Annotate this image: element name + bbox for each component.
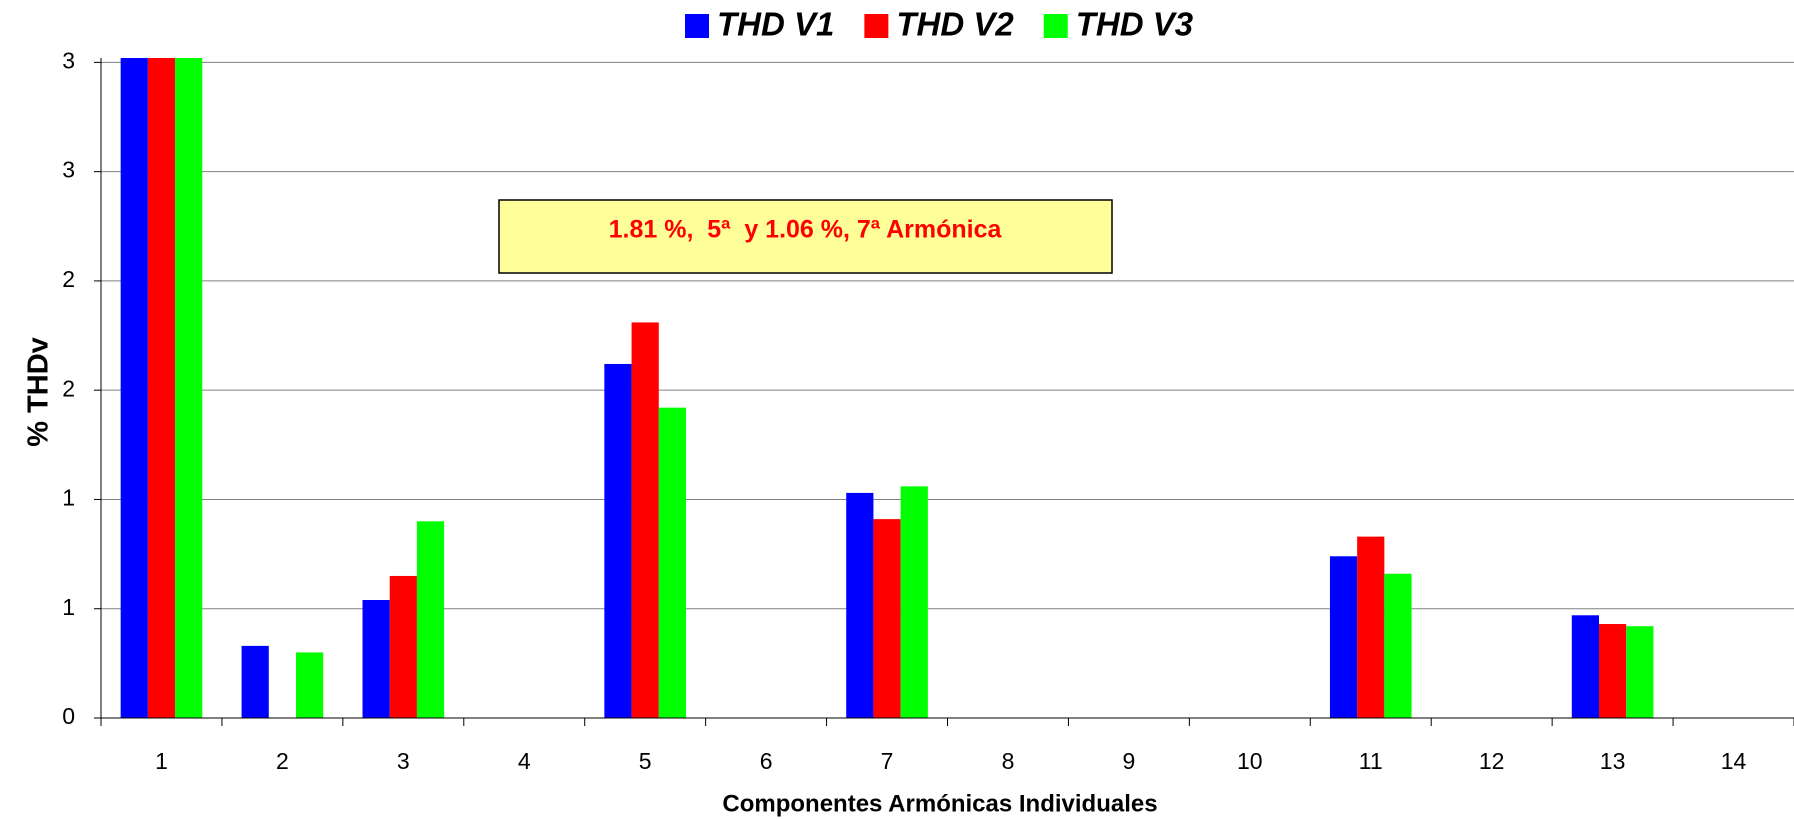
- legend-swatch: [864, 14, 889, 38]
- x-tick-label: 13: [1600, 748, 1626, 774]
- bar: [175, 58, 203, 718]
- legend-label: THD V2: [896, 6, 1014, 43]
- x-tick-label: 2: [276, 748, 289, 774]
- y-tick-label: 3: [62, 157, 75, 183]
- annotation: 1.81 %, 5ª y 1.06 %, 7ª Armónica: [609, 216, 1003, 244]
- x-tick-label: 7: [881, 748, 894, 774]
- bar: [389, 575, 417, 718]
- bar: [362, 599, 390, 718]
- bar: [1571, 615, 1600, 718]
- x-tick-label: 10: [1237, 748, 1263, 774]
- x-tick-label: 12: [1479, 748, 1505, 774]
- y-tick-label: 3: [62, 47, 75, 73]
- legend-swatch: [685, 14, 709, 38]
- x-tick-label: 11: [1359, 748, 1383, 774]
- x-axis-label: Componentes Armónicas Individuales: [722, 790, 1157, 817]
- bars: [120, 58, 1654, 718]
- bar: [295, 652, 324, 718]
- bar: [120, 58, 148, 718]
- bar: [873, 519, 901, 718]
- y-tick-label: 1: [62, 594, 75, 620]
- x-tick-label: 5: [639, 748, 652, 774]
- bar: [1599, 624, 1627, 718]
- x-tick-label: 4: [518, 748, 531, 774]
- x-tick-label: 8: [1002, 748, 1015, 774]
- x-tick-label: 1: [155, 748, 168, 774]
- annotation-box: [498, 199, 1113, 274]
- legend-swatch: [1043, 14, 1068, 38]
- x-tick-label: 14: [1721, 748, 1747, 774]
- bar: [846, 492, 874, 718]
- y-axis-label: % THDv: [23, 337, 55, 447]
- bar: [1384, 573, 1412, 718]
- legend-label: THD V3: [1076, 6, 1193, 43]
- bar: [900, 486, 928, 718]
- y-tick-label: 1: [62, 485, 75, 511]
- bar: [1329, 556, 1358, 718]
- bar: [658, 407, 686, 718]
- bar: [416, 521, 445, 718]
- y-tick-label: 0: [62, 703, 75, 729]
- y-tick-label: 2: [62, 266, 75, 292]
- x-tick-label: 9: [1122, 748, 1135, 774]
- legend-label: THD V1: [717, 6, 834, 43]
- bar: [604, 363, 632, 718]
- x-tick-label: 6: [760, 748, 773, 774]
- bar: [1357, 536, 1385, 718]
- bar: [241, 645, 269, 718]
- bar: [631, 322, 659, 718]
- bar: [1626, 626, 1654, 718]
- y-tick-label: 2: [62, 375, 75, 401]
- x-tick-label: 3: [397, 748, 410, 774]
- bar: [147, 58, 176, 718]
